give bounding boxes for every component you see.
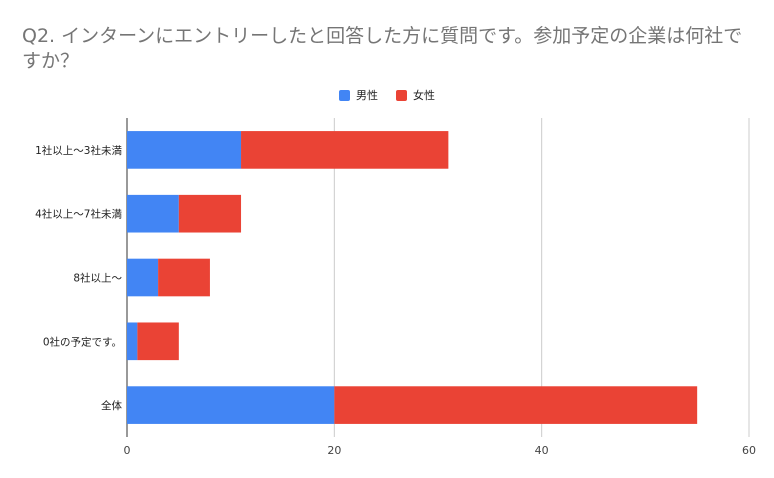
bar-female-1 [178,194,242,233]
bar-male-3 [127,322,138,361]
y-category-label: 8社以上〜 [73,272,122,285]
x-tick-label: 20 [327,444,341,457]
chart-title: Q2. インターンにエントリーしたと回答した方に質問です。参加予定の企業は何社で… [22,25,743,72]
x-tick-label: 40 [535,444,549,457]
bar-female-0 [241,131,449,169]
bar-male-4 [127,386,335,424]
legend-item-male: 男性 [339,87,378,103]
x-tick-label: 60 [742,444,756,457]
legend-swatch-female [396,89,407,101]
legend-label-male: 男性 [356,89,378,102]
y-category-label: 1社以上〜3社未満 [35,144,122,157]
bar-male-1 [127,194,179,233]
bar-female-2 [158,258,210,297]
bar-male-2 [127,258,159,297]
bar-male-0 [127,131,242,169]
x-tick-label: 0 [124,444,131,457]
y-category-label: 0社の予定です。 [43,335,122,348]
legend-item-female: 女性 [396,87,435,103]
bar-female-4 [334,386,698,424]
legend-swatch-male [339,89,350,101]
legend-label-female: 女性 [413,89,435,102]
bar-female-3 [137,322,179,361]
y-category-label: 全体 [101,399,122,412]
legend: 男性 女性 [0,87,774,103]
y-category-label: 4社以上〜7社未満 [35,208,122,221]
